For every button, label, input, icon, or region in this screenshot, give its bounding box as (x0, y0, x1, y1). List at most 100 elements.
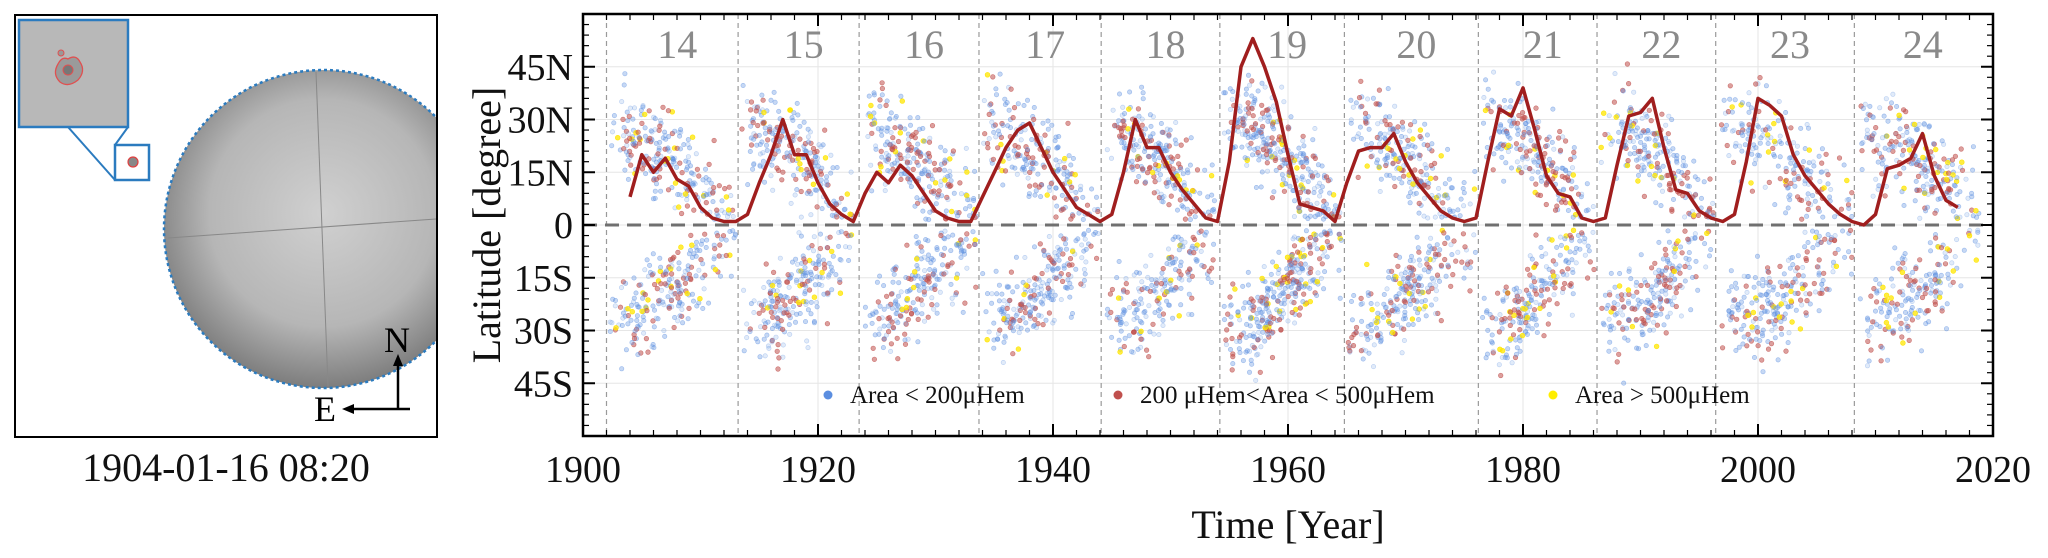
sunspot-point (1292, 198, 1298, 204)
sunspot-point (657, 297, 663, 303)
sunspot-point (1080, 217, 1086, 223)
sunspot-point (904, 242, 910, 248)
sunspot-point (1657, 304, 1663, 310)
sunspot-point (1072, 251, 1078, 257)
sunspot-point (1659, 111, 1665, 117)
sunspot-point (1511, 286, 1517, 292)
sunspot-point (714, 207, 720, 213)
sunspot-point (1011, 104, 1018, 111)
sunspot-point (987, 102, 993, 108)
sunspot-point (1307, 298, 1314, 305)
sunspot-point (1000, 182, 1006, 188)
sunspot-point (1221, 130, 1227, 136)
sunspot-point (819, 206, 825, 212)
sunspot-point (1763, 291, 1769, 297)
sunspot-point (1006, 107, 1012, 113)
sunspot-point (1416, 249, 1422, 255)
sunspot-point (1166, 255, 1172, 261)
sunspot-point (1528, 283, 1534, 289)
sunspot-point (624, 142, 630, 148)
sunspot-point (676, 300, 682, 306)
sunspot-point (1763, 83, 1769, 89)
sunspot-point (880, 345, 886, 351)
sunspot-point (1357, 124, 1363, 130)
sunspot-point (1400, 316, 1406, 322)
sunspot-point (640, 104, 646, 110)
sunspot-point (916, 287, 922, 293)
sunspot-point (1434, 242, 1440, 248)
sunspot-point (1319, 261, 1325, 267)
sunspot-point (1632, 306, 1638, 312)
sunspot-point (1176, 161, 1182, 167)
sunspot-point (1876, 183, 1882, 189)
sunspot-point (1358, 136, 1364, 142)
sunspot-point (1427, 243, 1433, 249)
sunspot-point (1036, 184, 1042, 190)
sunspot-point (1698, 235, 1705, 241)
sunspot-point (1899, 152, 1905, 158)
sunspot-point (1832, 214, 1838, 220)
sunspot-point (1685, 169, 1691, 176)
sunspot-point (764, 332, 770, 338)
sunspot-point (1483, 77, 1489, 83)
sunspot-point (679, 306, 685, 312)
sunspot-point (1792, 290, 1798, 296)
sunspot-point (1639, 116, 1645, 122)
sunspot-point (1358, 295, 1364, 302)
sunspot-point (1571, 145, 1577, 151)
sunspot-point (1619, 119, 1625, 125)
compass-north-arrowhead (393, 354, 403, 366)
sunspot-point (1065, 120, 1071, 126)
sunspot-point (1913, 178, 1919, 184)
sunspot-point (666, 134, 672, 140)
sunspot-point (1013, 313, 1019, 319)
sunspot-point (765, 137, 771, 143)
sunspot-point (1378, 131, 1384, 137)
sunspot-point (1521, 132, 1527, 138)
sunspot-inset-small (57, 49, 65, 57)
sunspot-point (755, 339, 761, 345)
sunspot-point (747, 149, 753, 155)
sunspot-point (1938, 245, 1945, 251)
sunspot-point (1056, 257, 1062, 263)
sunspot-point (1842, 254, 1848, 260)
sunspot-point (949, 260, 955, 266)
sunspot-point (989, 119, 995, 125)
sunspot-point (1385, 86, 1391, 92)
sunspot-point (1645, 314, 1651, 320)
sunspot-point (1585, 207, 1591, 213)
sunspot-point (1376, 87, 1382, 93)
sunspot-point (1313, 232, 1319, 238)
sunspot-point (1064, 169, 1070, 175)
sunspot-point (703, 200, 709, 206)
sunspot-point (1407, 200, 1413, 206)
sunspot-point (771, 89, 777, 95)
sunspot-point (1351, 136, 1357, 142)
sunspot-point (1653, 200, 1659, 206)
sunspot-point (642, 292, 648, 298)
sunspot-point (610, 296, 616, 302)
sunspot-point (1515, 298, 1522, 305)
sunspot-point (1033, 276, 1039, 282)
sunspot-point (1804, 196, 1810, 202)
sunspot-point (1732, 327, 1738, 333)
sunspot-point (879, 85, 886, 92)
sunspot-point (944, 194, 950, 200)
sunspot-point (1672, 254, 1678, 260)
sunspot-point (1800, 273, 1806, 279)
sunspot-point (1276, 249, 1282, 255)
sunspot-point (1109, 286, 1115, 293)
sunspot-point (1000, 359, 1006, 365)
sunspot-point (1014, 284, 1020, 290)
sunspot-point (1791, 167, 1797, 173)
sunspot-point (971, 198, 977, 204)
sunspot-point (787, 298, 793, 305)
sunspot-point (1301, 143, 1307, 149)
sunspot-point (712, 266, 719, 273)
sunspot-point (1377, 136, 1383, 142)
sunspot-point (1259, 102, 1265, 108)
sunspot-point (1124, 289, 1130, 295)
sunspot-point (1411, 297, 1417, 303)
sunspot-point (662, 129, 668, 135)
sunspot-point (786, 312, 792, 318)
